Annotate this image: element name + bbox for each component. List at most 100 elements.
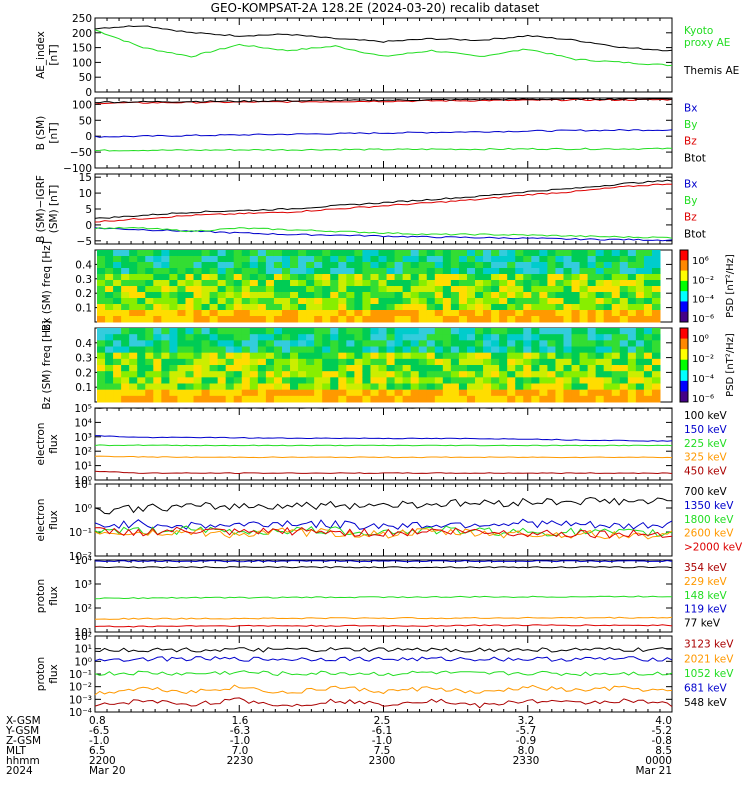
spectrogram-cell <box>314 371 323 378</box>
spectrogram-cell <box>370 352 379 360</box>
spectrogram-cell <box>322 371 331 378</box>
spectrogram-cell <box>619 262 629 269</box>
spectrogram-cell <box>185 280 195 287</box>
spectrogram-cell <box>378 389 388 397</box>
spectrogram-cell <box>563 371 573 378</box>
spectrogram-cell <box>290 274 299 281</box>
spectrogram-cell <box>105 346 114 354</box>
spectrogram-cell <box>466 352 476 360</box>
spectrogram-cell <box>458 352 468 360</box>
spectrogram-cell <box>587 352 597 360</box>
spectrogram-cell <box>370 371 379 378</box>
spectrogram-cell <box>249 395 259 403</box>
spectrogram-cell <box>169 292 178 299</box>
spectrogram-cell <box>402 250 412 257</box>
spectrogram-cell <box>555 262 564 269</box>
spectrogram-cell <box>627 334 637 341</box>
spectrogram-cell <box>571 395 581 403</box>
spectrogram-cell <box>121 340 130 347</box>
spectrogram-cell <box>281 268 291 275</box>
spectrogram-cell <box>603 352 613 360</box>
spectrogram-cell <box>346 274 355 281</box>
spectrogram-cell <box>483 298 492 305</box>
spectrogram-cell <box>483 304 492 311</box>
spectrogram-cell <box>338 334 347 341</box>
spectrogram-cell <box>523 250 532 257</box>
spectrogram-cell <box>241 262 251 269</box>
spectrogram-cell <box>434 358 444 366</box>
spectrogram-cell <box>651 304 661 311</box>
spectrogram-cell <box>483 365 492 372</box>
spectrogram-cell <box>579 328 589 335</box>
legend-entry: 1052 keV <box>684 668 734 680</box>
spectrogram-cell <box>483 274 492 281</box>
spectrogram-cell <box>442 250 452 257</box>
spectrogram-cell <box>281 346 291 354</box>
spectrogram-cell <box>346 280 355 287</box>
spectrogram-cell <box>402 334 412 341</box>
spectrogram-cell <box>434 310 444 317</box>
spectrogram-cell <box>571 280 581 287</box>
spectrogram-cell <box>241 268 251 275</box>
spectrogram-cell <box>185 316 195 323</box>
spectrogram-cell <box>121 310 130 317</box>
spectrogram-cell <box>547 358 556 366</box>
spectrogram-cell <box>281 298 291 305</box>
spectrogram-cell <box>386 358 396 366</box>
spectrogram-cell <box>458 334 468 341</box>
spectrogram-cell <box>169 280 178 287</box>
panel-frame <box>94 559 673 633</box>
spectrogram-cell <box>515 274 524 281</box>
spectrogram-cell <box>161 268 170 275</box>
series-line-Bx <box>94 128 673 138</box>
spectrogram-cell <box>378 340 388 347</box>
spectrogram-cell <box>426 250 436 257</box>
spectrogram-cell <box>241 298 251 305</box>
spectrogram-cell <box>418 274 428 281</box>
spectrogram-cell <box>362 389 371 397</box>
spectrogram-cell <box>651 316 661 323</box>
spectrogram-cell <box>410 395 420 403</box>
spectrogram-cell <box>354 395 363 403</box>
spectrogram-cell <box>378 274 388 281</box>
spectrogram-cell <box>507 371 516 378</box>
spectrogram-cell <box>161 286 170 293</box>
ephemeris-value: -6.3 <box>230 725 251 737</box>
spectrogram-cell <box>595 383 605 391</box>
spectrogram-cell <box>185 340 195 347</box>
spectrogram-cell <box>338 383 347 391</box>
spectrogram-cell <box>217 377 227 384</box>
colorbar-tick-label: 10⁶ <box>692 256 709 267</box>
spectrogram-cell <box>121 328 130 335</box>
spectrogram-cell <box>249 334 259 341</box>
spectrogram-cell <box>394 310 404 317</box>
spectrogram-cell <box>225 383 235 391</box>
spectrogram-cell <box>507 310 516 317</box>
spectrogram-cell <box>611 286 621 293</box>
spectrogram-cell <box>442 383 452 391</box>
spectrogram-cell <box>177 268 186 275</box>
spectrogram-cell <box>249 346 259 354</box>
spectrogram-cell <box>635 316 645 323</box>
spectrogram-cell <box>515 280 524 287</box>
spectrogram-cell <box>563 274 573 281</box>
spectrogram-cell <box>105 292 114 299</box>
spectrogram-cell <box>137 371 146 378</box>
spectrogram-cell <box>145 310 154 317</box>
spectrogram-cell <box>491 352 500 360</box>
spectrogram-cell <box>105 250 114 257</box>
spectrogram-cell <box>587 298 597 305</box>
spectrogram-cell <box>499 286 508 293</box>
spectrogram-cell <box>161 352 170 360</box>
y-tick-label: 10¹ <box>74 644 92 656</box>
spectrogram-cell <box>153 304 162 311</box>
spectrogram-cell <box>346 328 355 335</box>
spectrogram-cell <box>394 377 404 384</box>
spectrogram-cell <box>354 256 363 263</box>
spectrogram-cell <box>338 310 347 317</box>
spectrogram-cell <box>603 256 613 263</box>
spectrogram-cell <box>233 298 243 305</box>
spectrogram-cell <box>370 298 379 305</box>
spectrogram-cell <box>458 328 468 335</box>
spectrogram-cell <box>257 280 267 287</box>
